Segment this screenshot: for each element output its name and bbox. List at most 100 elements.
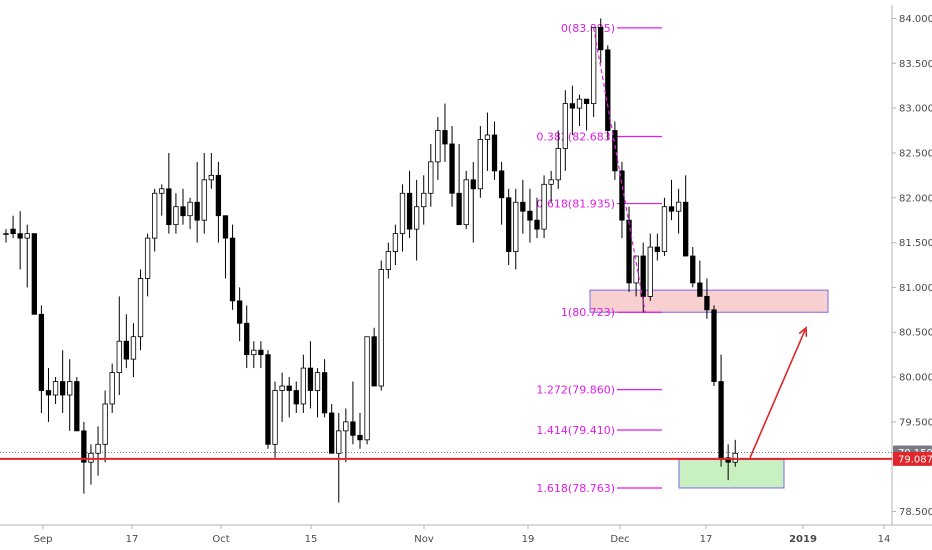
- fib-level-label: 1(80.723): [561, 306, 615, 319]
- candle-body: [314, 372, 321, 391]
- candle-body: [59, 381, 66, 396]
- candle-body: [541, 183, 547, 230]
- candle-body: [555, 148, 561, 181]
- candle-body: [527, 210, 533, 221]
- candle-body: [336, 430, 342, 454]
- candle-body: [222, 215, 229, 239]
- x-tick-label: Dec: [610, 534, 629, 545]
- candle-body: [10, 228, 16, 235]
- candle-body: [421, 192, 427, 208]
- candle-body: [272, 390, 278, 445]
- projection-arrow-head: [798, 326, 808, 337]
- candle-body: [590, 27, 597, 105]
- candle-body: [668, 206, 675, 212]
- candle-body: [144, 237, 151, 279]
- candle-body: [116, 340, 122, 373]
- price-badge: [893, 451, 932, 466]
- candle-body: [307, 367, 314, 391]
- candle-body: [654, 246, 661, 252]
- candle-body: [442, 130, 448, 145]
- candle-body: [463, 179, 469, 226]
- candle-body: [732, 452, 738, 463]
- candle-body: [137, 278, 144, 338]
- candle-body: [704, 295, 710, 311]
- candle-body: [194, 201, 200, 221]
- x-tick-label: 2019: [789, 534, 817, 545]
- candle-body: [406, 192, 413, 230]
- candle-body: [661, 206, 668, 252]
- candle-body: [605, 49, 611, 131]
- candle-body: [399, 192, 406, 235]
- candle-body: [293, 390, 299, 405]
- candle-body: [449, 143, 455, 194]
- x-tick-label: 14: [878, 534, 891, 545]
- candle-body: [520, 201, 526, 212]
- candle-body: [612, 130, 618, 172]
- candle-body: [513, 201, 519, 252]
- candle-body: [109, 372, 115, 405]
- y-tick-label: 80.000: [899, 373, 932, 384]
- candle-body: [413, 206, 420, 230]
- candle-body: [378, 269, 384, 387]
- y-tick-label: 81.500: [899, 238, 932, 249]
- candle-body: [357, 434, 363, 441]
- y-tick-label: 82.000: [899, 193, 932, 204]
- y-tick-label: 83.000: [899, 104, 932, 115]
- candle-body: [67, 381, 73, 396]
- candle-body: [350, 421, 356, 436]
- candle-body: [201, 179, 207, 221]
- candle-body: [484, 134, 491, 140]
- fib-trend-line: [593, 27, 646, 313]
- candle-body: [498, 170, 505, 199]
- candle-body: [236, 300, 243, 324]
- candle-body: [300, 367, 307, 405]
- candle-body: [130, 336, 137, 360]
- x-tick-label: Oct: [212, 534, 229, 545]
- candle-body: [626, 219, 632, 284]
- fib-level-label: 1.618(78.763): [536, 482, 615, 495]
- candle-body: [435, 130, 441, 163]
- projection-arrow-line: [749, 327, 807, 459]
- candle-body: [45, 390, 52, 396]
- candle-body: [24, 233, 30, 239]
- x-tick-label: 19: [522, 534, 535, 545]
- candle-body: [583, 98, 590, 105]
- plot-area: [0, 5, 892, 525]
- candle-body: [123, 340, 130, 360]
- candle-body: [718, 381, 724, 459]
- fib-level-label: 0.382(82.683): [536, 131, 615, 144]
- candle-body: [329, 412, 335, 454]
- x-tick-label: 15: [305, 534, 318, 545]
- candle-body: [477, 139, 484, 190]
- candle-body: [279, 385, 285, 391]
- candle-body: [428, 161, 434, 194]
- fib-level-label: 0(83.895): [561, 22, 615, 35]
- candle-body: [470, 179, 476, 190]
- candle-body: [534, 219, 540, 230]
- candle-body: [180, 206, 186, 217]
- candle-body: [88, 452, 94, 463]
- support-zone: [678, 459, 785, 489]
- candle-body: [548, 179, 554, 185]
- candle-body: [364, 336, 370, 441]
- candle-body: [173, 206, 179, 226]
- candle-body: [187, 201, 193, 217]
- candle-body: [711, 309, 717, 382]
- candle-body: [392, 233, 399, 252]
- candle-body: [640, 255, 646, 297]
- x-tick-label: Sep: [34, 534, 53, 545]
- candle-body: [675, 201, 682, 212]
- y-tick-label: 79.500: [899, 417, 932, 428]
- candle-body: [385, 251, 391, 270]
- fib-level-label: 0.618(81.935): [536, 198, 615, 211]
- candle-body: [95, 443, 101, 454]
- y-tick-label: 84.000: [899, 14, 932, 25]
- fib-level-label: 1.272(79.860): [536, 384, 615, 397]
- candle-body: [166, 188, 172, 226]
- x-tick-label: 17: [700, 534, 713, 545]
- candle-body: [491, 134, 498, 172]
- y-tick-label: 80.500: [899, 328, 932, 339]
- candle-body: [265, 354, 271, 445]
- candle-body: [17, 233, 23, 239]
